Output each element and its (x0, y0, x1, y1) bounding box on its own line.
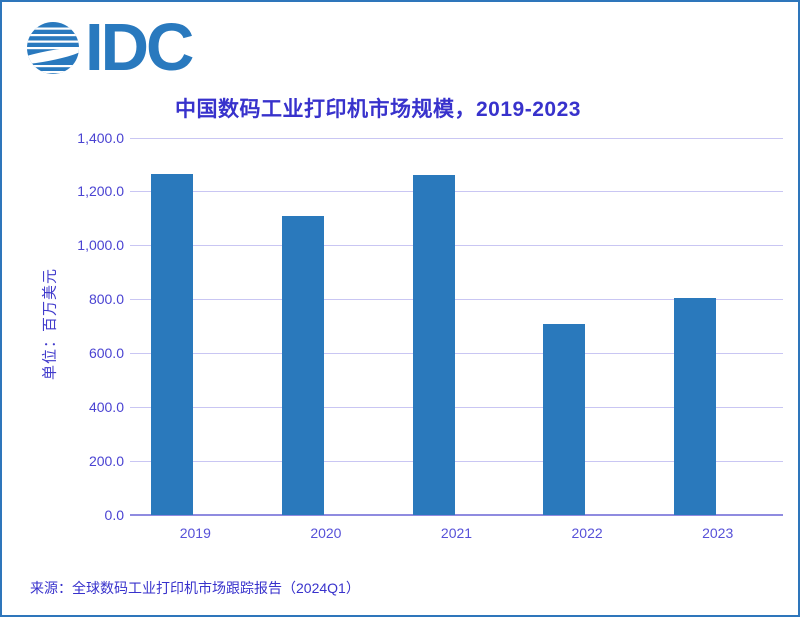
chart-title: 中国数码工业打印机市场规模，2019-2023 (175, 98, 581, 121)
bar-2022 (543, 323, 586, 515)
y-tick-label: 400.0 (88, 399, 124, 416)
bar-2020 (281, 215, 324, 515)
y-tick-label: 1,200.0 (77, 183, 124, 200)
gridline (130, 299, 783, 301)
x-tick-label-2020: 2020 (310, 525, 342, 541)
idc-globe-icon (27, 22, 79, 74)
y-tick-label: 800.0 (88, 291, 124, 308)
y-tick-label: 1,000.0 (77, 237, 124, 254)
idc-logo: IDC (26, 10, 194, 85)
y-tick-label: 200.0 (88, 453, 124, 470)
gridline (130, 407, 783, 409)
gridline (130, 191, 783, 193)
y-tick-label: 0.0 (104, 507, 124, 523)
source-note: 来源：全球数码工业打印机市场跟踪报告（2024Q1） (30, 580, 360, 596)
bar-2023 (673, 297, 716, 515)
x-tick-label-2021: 2021 (440, 525, 473, 541)
x-tick-label-2019: 2019 (179, 525, 211, 541)
gridline (130, 461, 783, 463)
y-tick-label: 1,400.0 (77, 129, 124, 146)
bar-2019 (151, 173, 194, 515)
gridline (130, 137, 783, 139)
y-tick-label: 600.0 (88, 345, 124, 362)
x-tick-label-2023: 2023 (702, 525, 734, 541)
x-axis-line (130, 514, 783, 516)
idc-wordmark: IDC (85, 10, 194, 85)
gridline (130, 245, 783, 247)
x-tick-label-2022: 2022 (571, 525, 603, 541)
gridline (130, 353, 783, 355)
bar-2021 (412, 175, 455, 515)
